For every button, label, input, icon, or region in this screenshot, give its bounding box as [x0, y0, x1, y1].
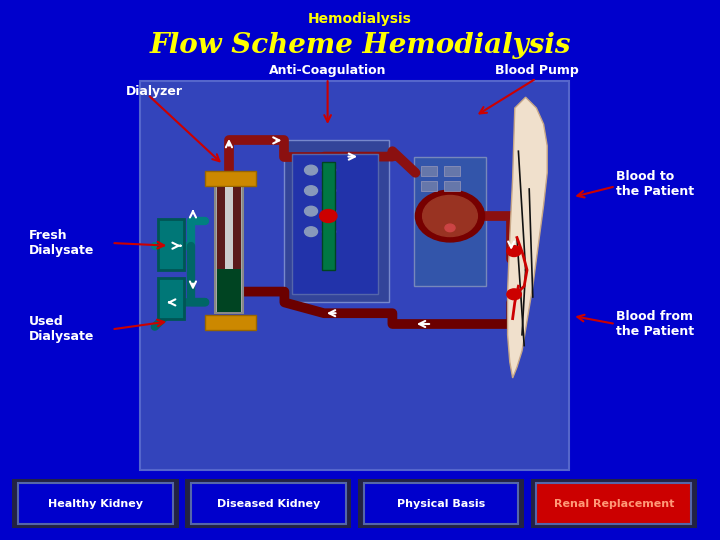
- Bar: [205, 171, 256, 186]
- Bar: [18, 483, 173, 524]
- Text: Hemodialysis: Hemodialysis: [308, 12, 412, 26]
- Bar: [284, 140, 389, 302]
- Bar: [158, 278, 184, 319]
- Bar: [185, 479, 351, 528]
- Circle shape: [305, 227, 318, 237]
- Text: Physical Basis: Physical Basis: [397, 498, 485, 509]
- Bar: [217, 269, 241, 312]
- Circle shape: [445, 224, 455, 232]
- Circle shape: [320, 210, 337, 222]
- Text: Fresh
Dialysate: Fresh Dialysate: [29, 229, 94, 257]
- Text: Blood from
the Patient: Blood from the Patient: [616, 310, 694, 338]
- Text: Blood to
the Patient: Blood to the Patient: [616, 170, 694, 198]
- Bar: [444, 181, 460, 191]
- Bar: [158, 219, 184, 270]
- Bar: [215, 186, 243, 313]
- Bar: [444, 166, 460, 176]
- Bar: [421, 166, 437, 176]
- Text: Anti-Coagulation: Anti-Coagulation: [269, 64, 387, 77]
- Bar: [358, 479, 524, 528]
- Circle shape: [415, 190, 485, 242]
- Bar: [217, 187, 241, 312]
- Bar: [414, 157, 486, 286]
- Bar: [225, 187, 233, 312]
- Text: Used
Dialysate: Used Dialysate: [29, 315, 94, 343]
- Text: Blood Pump: Blood Pump: [495, 64, 578, 77]
- Bar: [536, 483, 691, 524]
- Circle shape: [323, 165, 336, 175]
- Circle shape: [507, 289, 521, 300]
- Text: Renal Replacement: Renal Replacement: [554, 498, 674, 509]
- Circle shape: [305, 165, 318, 175]
- Bar: [205, 315, 256, 330]
- Circle shape: [423, 195, 477, 237]
- Bar: [12, 479, 179, 528]
- Polygon shape: [508, 97, 547, 378]
- Circle shape: [323, 227, 336, 237]
- Bar: [191, 483, 346, 524]
- Text: Diseased Kidney: Diseased Kidney: [217, 498, 320, 509]
- Circle shape: [305, 186, 318, 195]
- Text: Dialyzer: Dialyzer: [126, 85, 183, 98]
- Circle shape: [323, 186, 336, 195]
- Bar: [140, 81, 569, 470]
- Bar: [531, 479, 697, 528]
- Text: Flow Scheme Hemodialysis: Flow Scheme Hemodialysis: [149, 32, 571, 59]
- Bar: [322, 162, 335, 270]
- Bar: [292, 154, 378, 294]
- Bar: [364, 483, 518, 524]
- Text: Healthy Kidney: Healthy Kidney: [48, 498, 143, 509]
- Circle shape: [507, 246, 521, 256]
- Circle shape: [323, 206, 336, 216]
- Circle shape: [305, 206, 318, 216]
- Bar: [421, 181, 437, 191]
